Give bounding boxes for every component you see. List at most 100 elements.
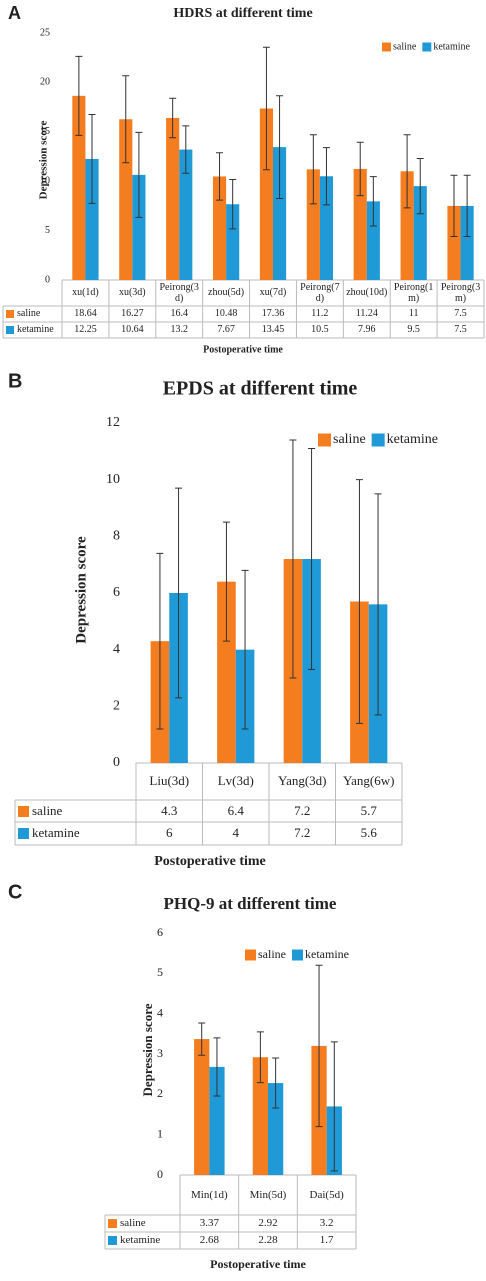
table-value: 7.2 [269,822,336,845]
table-value: 17.36 [250,306,297,322]
legend-label: ketamine [387,432,438,447]
table-value: 5.6 [336,822,403,845]
table-value-text: 6 [166,825,173,841]
x-axis-label: Postoperative time [203,344,283,355]
bar [366,201,380,280]
table-value-box: 9.5 [407,324,420,335]
table-value: 18.64 [62,306,109,322]
error-bar [88,114,96,204]
table-value-box: 3.37 [200,1217,219,1229]
y-tick-label: 0 [113,755,120,770]
table-value-box: 7.5 [454,324,467,335]
table-value-box: 7.2 [269,822,336,845]
error-bar [198,1022,206,1056]
table-row-header-box: ketamine [108,1234,160,1246]
table-value-text: 4.3 [161,802,178,818]
bar [226,204,240,280]
category-label: Peirong(7d) [296,280,343,306]
category-label-text: Yang(3d) [277,773,327,789]
category-label: Dai(5d) [297,1175,356,1215]
y-tick-label: 0 [157,1167,163,1181]
error-bar [169,97,177,139]
table-value: 11 [390,306,437,322]
bar [212,176,227,280]
category-label-text: Liu(3d) [149,773,190,789]
table-value-text: 10.48 [214,308,238,320]
bar [447,205,461,280]
bar [209,1066,225,1175]
category-label-box: Peirong(1m) [390,280,437,306]
legend-label: ketamine [433,41,470,52]
table-value-text: 5.6 [360,825,377,841]
table-value-text: 13.2 [170,324,188,336]
category-label-box: Peirong(7d) [296,280,343,306]
table-value-box: 16.27 [109,306,156,322]
bar [166,117,180,280]
category-label-box: Peirong(3m) [441,282,480,305]
table-value-text: 7.5 [454,308,467,320]
error-bar [309,134,317,205]
legend-swatch [18,805,29,817]
table-value-box: 16.4 [156,306,203,322]
table-value-box: 18.64 [62,306,109,322]
error-bar [403,134,411,209]
category-label-box: xu(3d) [109,280,156,306]
table-value: 6 [136,822,203,845]
table-value-box: 2.92 [258,1217,277,1229]
category-label: xu(3d) [109,280,156,306]
category-label: Peirong(1m) [390,280,437,306]
y-axis-label: Depression score [140,1003,155,1096]
y-tick-label: 15 [40,126,50,137]
table-value-box: 13.2 [156,322,203,338]
category-label-box: xu(7d) [259,287,287,299]
chart-title: HDRS at different time [173,6,312,21]
table-value-box: 7.67 [217,324,235,335]
table-value-box: 2.28 [239,1232,298,1249]
table-value-text: 16.27 [121,308,144,320]
table-value-box: 13.45 [262,324,285,335]
error-bar [122,75,130,164]
error-bar [213,1037,221,1097]
error-bar [241,569,249,730]
category-label: Yang(6w) [336,763,403,800]
table-value: 2.28 [239,1232,298,1249]
table-value-text: 6.4 [227,802,244,818]
bar [319,176,334,280]
category-label-box: Yang(6w) [336,763,403,800]
error-bar [216,152,224,201]
table-row-header-box: saline [6,308,40,319]
table-value: 5.7 [336,800,403,822]
table-value: 10.48 [203,306,250,322]
bar [353,168,367,280]
table-value: 16.27 [109,306,156,322]
category-label-text: Peirong(3d) [159,281,199,305]
table-value-text: 3.2 [319,1217,334,1230]
category-label-box: Min(1d) [191,1189,228,1201]
table-value-text: 2.68 [199,1234,219,1247]
table-row-header-text: ketamine [17,324,54,336]
y-tick-label: 5 [45,225,50,236]
table-value-box: 10.48 [203,306,250,322]
table-value: 13.2 [156,322,203,338]
table-value: 4.3 [136,800,203,822]
table-value-box: 5.7 [336,800,403,822]
legend-label: saline [333,432,366,447]
category-label-text: Lv(3d) [217,773,254,789]
table-value: 11.24 [343,306,390,322]
table-value: 3.2 [297,1215,356,1232]
legend-label: ketamine [305,947,349,961]
bar [259,108,273,280]
table-value-text: 11.24 [355,308,378,320]
error-bar [450,174,458,238]
y-tick-label: 4 [113,642,120,657]
bar [306,169,320,280]
error-bar [330,1041,338,1172]
category-label-text: xu(7d) [259,287,287,299]
table-value: 16.4 [156,306,203,322]
y-tick-label: 1 [157,1126,163,1140]
table-value-box: 2.68 [199,1234,219,1247]
legend-swatch [382,42,391,52]
error-bar [308,448,316,670]
category-label-box: zhou(5d) [208,287,244,298]
panel-label: C [8,881,22,903]
